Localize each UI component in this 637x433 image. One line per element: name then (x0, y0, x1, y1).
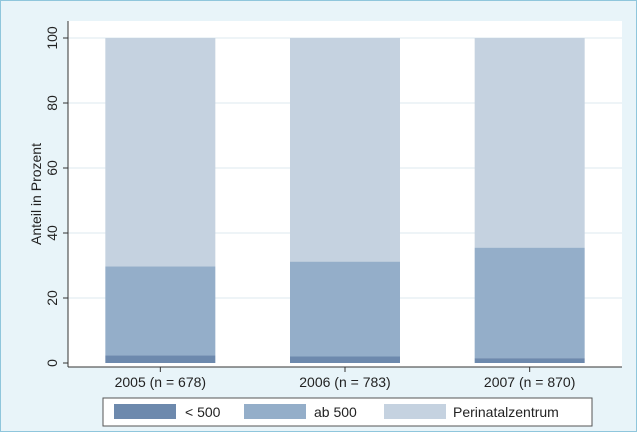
x-tick-label: 2007 (n = 870) (484, 374, 575, 390)
legend: < 500 ab 500 Perinatalzentrum (102, 397, 593, 427)
legend-swatch (244, 404, 306, 419)
x-tick-label: 2006 (n = 783) (299, 374, 390, 390)
legend-swatch (114, 404, 176, 419)
legend-label: < 500 (185, 404, 221, 420)
y-tick-label: 0 (44, 359, 60, 367)
y-tick-label: 40 (44, 225, 60, 241)
x-tick-label: 2005 (n = 678) (115, 374, 206, 390)
y-tick-label: 20 (44, 290, 60, 306)
y-tick-label: 80 (44, 95, 60, 111)
bar-segment (105, 266, 216, 356)
bar-segment (474, 38, 585, 248)
x-ticks: 2005 (n = 678) 2006 (n = 783) 2007 (n = 87… (115, 367, 575, 390)
y-ticks: 0 20 40 60 80 100 (44, 26, 68, 367)
bar-segment (290, 356, 400, 363)
bars (105, 38, 585, 363)
bar-segment (474, 247, 585, 359)
legend-label: ab 500 (314, 404, 357, 420)
y-tick-label: 60 (44, 160, 60, 176)
legend-label: Perinatalzentrum (453, 404, 559, 420)
bar-segment (290, 38, 400, 262)
bar-segment (474, 358, 585, 363)
bar-segment (105, 355, 216, 363)
y-tick-label: 100 (44, 26, 60, 50)
bar-segment (290, 261, 400, 357)
legend-box (102, 397, 593, 427)
bar-segment (105, 38, 216, 267)
legend-items: < 500 ab 500 Perinatalzentrum (114, 404, 559, 420)
legend-swatch (384, 404, 446, 419)
y-axis-title: Anteil in Prozent (28, 143, 44, 245)
